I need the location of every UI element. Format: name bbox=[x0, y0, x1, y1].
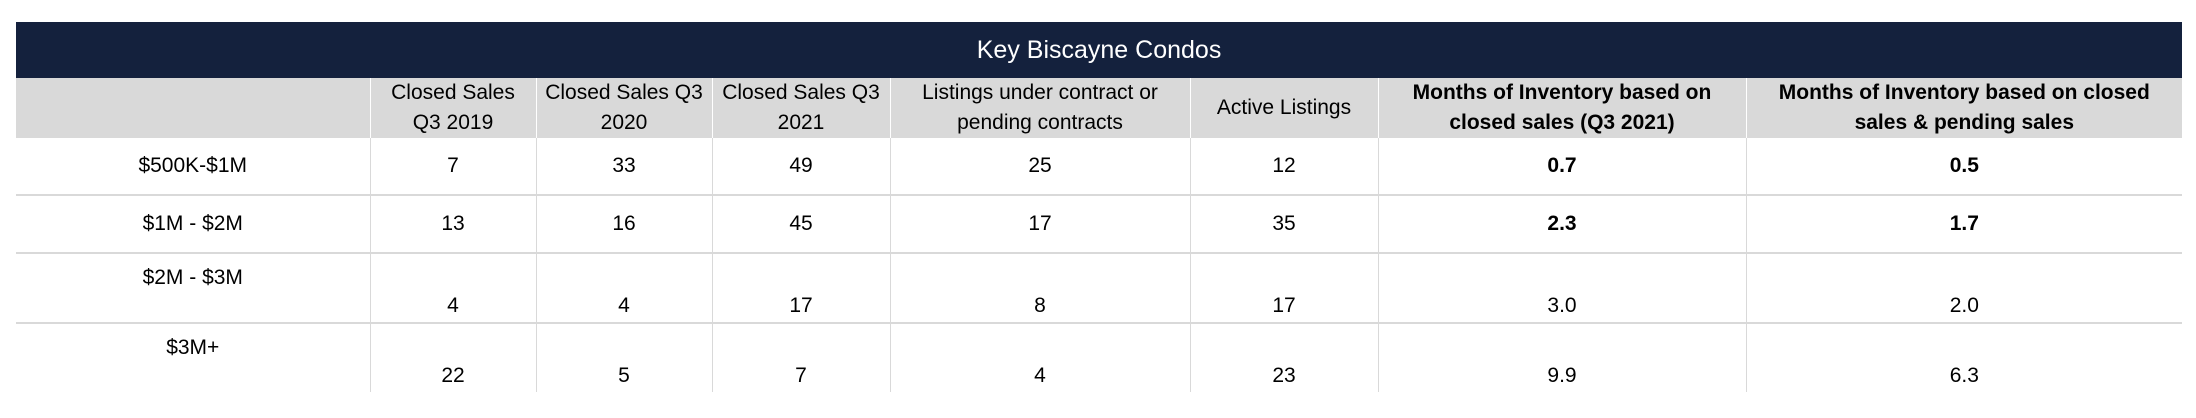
table-cell: 9.9 bbox=[1377, 323, 1746, 392]
header-months-inventory-closed: Months of Inventory based on closed sale… bbox=[1377, 78, 1746, 138]
table-cell: 3.0 bbox=[1377, 253, 1746, 324]
table-cell: 1.7 bbox=[1745, 195, 2183, 254]
header-pending-listings: Listings under contract or pending contr… bbox=[889, 78, 1190, 138]
table-cell: 33 bbox=[535, 138, 712, 196]
table-cell: 2.3 bbox=[1377, 195, 1746, 254]
header-closed-sales-q3-2020: Closed Sales Q3 2020 bbox=[535, 78, 712, 138]
price-range-cell: $1M - $2M bbox=[16, 195, 370, 254]
header-months-inventory-closed-pending: Months of Inventory based on closed sale… bbox=[1745, 78, 2183, 138]
price-range-cell: $2M - $3M bbox=[16, 253, 370, 324]
table-cell: 8 bbox=[889, 253, 1190, 324]
table-cell: 4 bbox=[369, 253, 536, 324]
table-cell: 23 bbox=[1189, 323, 1378, 392]
table-cell: 49 bbox=[711, 138, 890, 196]
table-cell: 16 bbox=[535, 195, 712, 254]
table-cell: 0.5 bbox=[1745, 138, 2183, 196]
table-cell: 22 bbox=[369, 323, 536, 392]
header-price-range bbox=[16, 78, 370, 138]
table-cell: 45 bbox=[711, 195, 890, 254]
price-range-cell: $500K-$1M bbox=[16, 138, 370, 196]
price-range-cell: $3M+ bbox=[166, 336, 220, 359]
table-cell: 17 bbox=[889, 195, 1190, 254]
table-cell: 4 bbox=[535, 253, 712, 324]
table-row: $2M - $3M 4 4 17 8 17 3.0 2.0 bbox=[16, 253, 2183, 324]
header-closed-sales-q3-2021: Closed Sales Q3 2021 bbox=[711, 78, 890, 138]
table-cell: 0.7 bbox=[1377, 138, 1746, 196]
table-row: $1M - $2M 13 16 45 17 35 2.3 1.7 bbox=[16, 195, 2183, 254]
table-cell: 7 bbox=[711, 323, 890, 392]
table-cell: 25 bbox=[889, 138, 1190, 196]
table-cell: 7 bbox=[369, 138, 536, 196]
table-cell: 17 bbox=[711, 253, 890, 324]
table-cell: 2.0 bbox=[1745, 253, 2183, 324]
table-title-row: Key Biscayne Condos bbox=[16, 22, 2183, 78]
column-header-row: Closed Sales Q3 2019 Closed Sales Q3 202… bbox=[16, 78, 2183, 138]
table-cell: 13 bbox=[369, 195, 536, 254]
table-cell: 6.3 bbox=[1745, 323, 2183, 392]
table-title: Key Biscayne Condos bbox=[16, 22, 2183, 78]
inventory-table: Key Biscayne Condos Closed Sales Q3 2019… bbox=[16, 22, 2183, 392]
header-closed-sales-q3-2019: Closed Sales Q3 2019 bbox=[369, 78, 536, 138]
table-cell: 4 bbox=[889, 323, 1190, 392]
header-active-listings: Active Listings bbox=[1189, 78, 1378, 138]
inventory-table-container: Key Biscayne Condos Closed Sales Q3 2019… bbox=[16, 22, 2183, 392]
table-row: $500K-$1M 7 33 49 25 12 0.7 0.5 bbox=[16, 138, 2183, 196]
table-row: $3M+ 22 5 7 4 23 9.9 6.3 bbox=[16, 323, 2183, 392]
table-cell: 5 bbox=[535, 323, 712, 392]
table-cell: 35 bbox=[1189, 195, 1378, 254]
table-cell: 12 bbox=[1189, 138, 1378, 196]
table-cell: 17 bbox=[1189, 253, 1378, 324]
